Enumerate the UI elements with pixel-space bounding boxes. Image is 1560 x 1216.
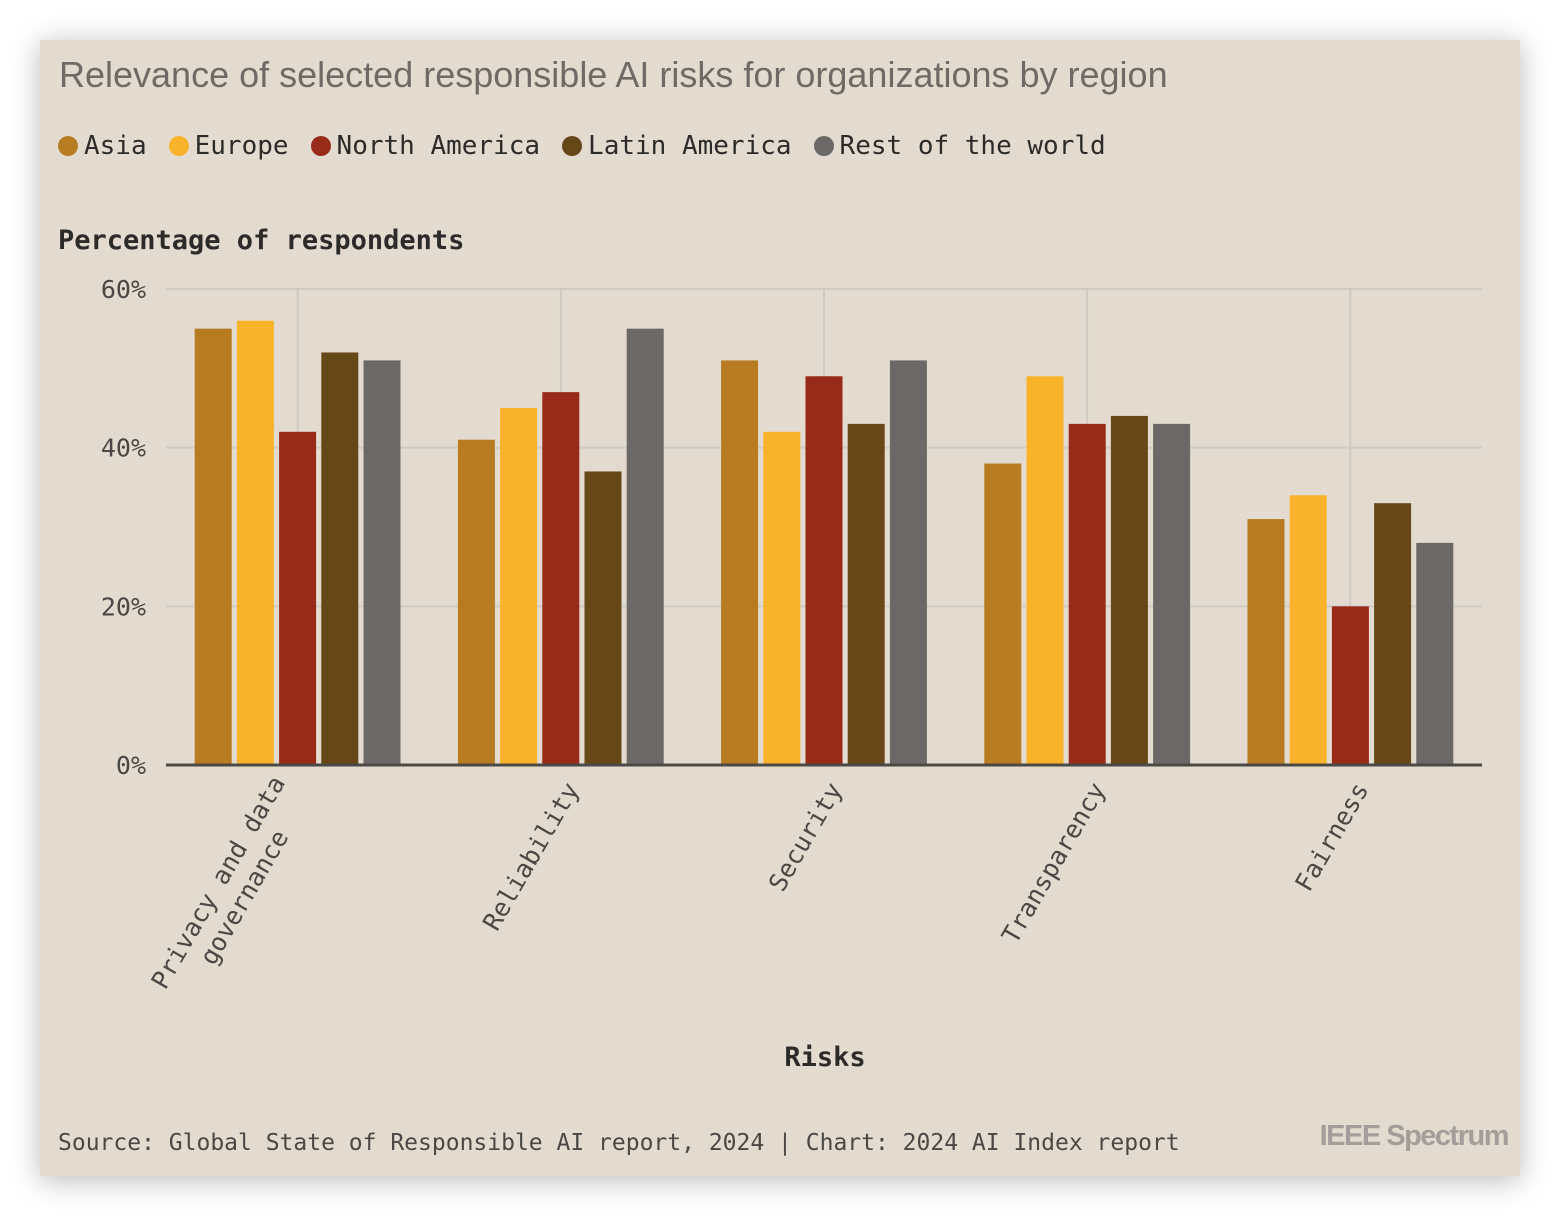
bar-rest-of-the-world — [1416, 542, 1454, 765]
chart-card: Relevance of selected responsible AI ris… — [40, 40, 1520, 1176]
legend-dot-icon — [168, 136, 189, 156]
legend-label: Asia — [84, 131, 147, 161]
bar-europe — [763, 431, 801, 765]
bar-chart: 0% 20% 40% 60% Privacy and datagovernance Rel… — [101, 275, 1482, 1009]
bar-asia — [984, 463, 1022, 765]
bar-rest-of-the-world — [1153, 423, 1191, 765]
bar-north-america — [279, 431, 317, 765]
chart-title: Relevance of selected responsible AI ris… — [59, 54, 1168, 95]
legend-label: Rest of the world — [839, 131, 1106, 161]
bar-rest-of-the-world — [626, 328, 664, 765]
legend-item-asia[interactable]: Asia — [58, 131, 147, 161]
bar-latin-america — [1110, 415, 1148, 765]
legend-item-north-america[interactable]: North America — [310, 131, 541, 161]
bar-latin-america — [847, 423, 885, 765]
bar-asia — [457, 439, 495, 765]
bar-rest-of-the-world — [889, 360, 927, 765]
x-tick-label: Fairness — [1289, 778, 1374, 897]
legend-item-europe[interactable]: Europe — [168, 131, 289, 161]
bar-asia — [721, 360, 759, 765]
legend-label: Europe — [194, 131, 289, 161]
bar-europe — [236, 320, 274, 765]
legend-dot-icon — [58, 136, 78, 156]
bar-asia — [1247, 519, 1285, 765]
x-tick-label: Transparency — [996, 778, 1111, 949]
x-tick-label: Privacy and datagovernance — [145, 771, 317, 1009]
y-axis-title: Percentage of respondents — [58, 225, 465, 256]
legend-dot-icon — [562, 136, 583, 156]
y-tick-label: 40% — [101, 434, 146, 463]
legend-label: Latin America — [588, 131, 792, 161]
ieee-spectrum-logo: IEEE Spectrum — [1319, 1120, 1510, 1152]
x-tick-label: Reliability — [477, 778, 585, 936]
bar-europe — [1289, 495, 1327, 765]
x-axis-title: Risks — [784, 1042, 866, 1073]
bar-rest-of-the-world — [363, 360, 401, 765]
legend-item-latin-america[interactable]: Latin America — [562, 131, 792, 161]
legend-item-rest-of-world[interactable]: Rest of the world — [813, 131, 1106, 161]
legend: Asia Europe North America Latin America … — [58, 131, 1128, 161]
x-tick-label: Security — [763, 778, 848, 897]
bar-latin-america — [321, 352, 359, 765]
legend-dot-icon — [310, 136, 331, 156]
bar-europe — [500, 408, 538, 765]
legend-label: North America — [336, 131, 541, 161]
y-tick-label: 20% — [101, 592, 146, 621]
y-tick-label: 0% — [116, 751, 146, 780]
bar-europe — [1026, 376, 1064, 765]
bar-latin-america — [1374, 503, 1412, 765]
bar-north-america — [805, 376, 843, 765]
bar-north-america — [542, 392, 580, 765]
source-note: Source: Global State of Responsible AI r… — [58, 1130, 1180, 1156]
y-tick-label: 60% — [101, 275, 146, 304]
bar-north-america — [1331, 606, 1369, 765]
bar-north-america — [1068, 423, 1106, 765]
bar-asia — [194, 328, 232, 765]
legend-dot-icon — [813, 136, 834, 156]
bar-latin-america — [584, 471, 622, 765]
